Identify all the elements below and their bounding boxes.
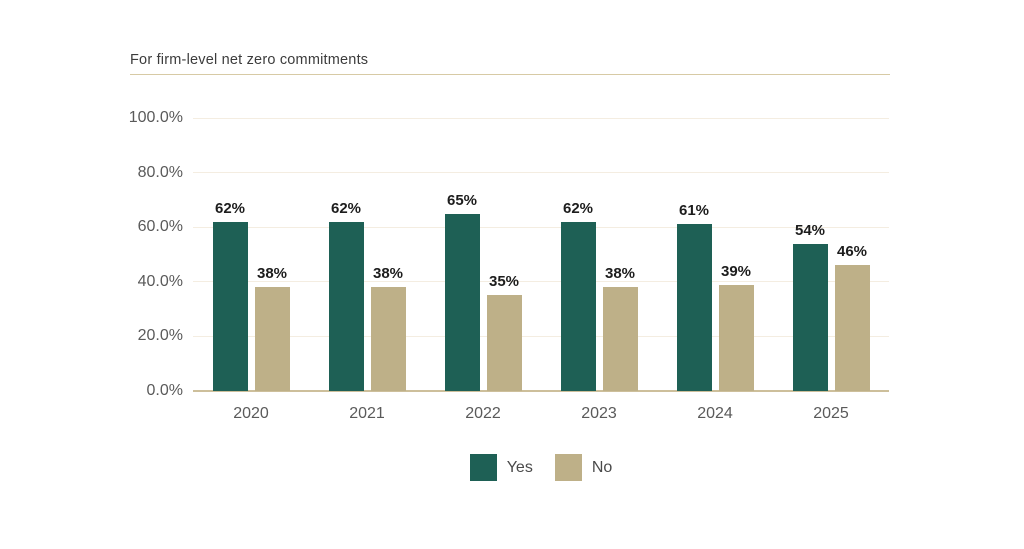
bar-yes <box>676 224 712 391</box>
data-label: 62% <box>562 199 594 217</box>
y-tick-label: 100.0% <box>128 109 183 126</box>
legend-label: No <box>591 458 613 476</box>
x-axis-line <box>193 390 889 392</box>
bar-column-yes: 62% <box>212 118 248 391</box>
x-tick-label: 2022 <box>465 405 501 422</box>
bar-column-no: 39% <box>718 118 754 391</box>
y-tick-label: 40.0% <box>137 272 183 290</box>
x-tick-label: 2021 <box>349 405 385 422</box>
gridline <box>193 226 889 228</box>
bar-column-yes: 65% <box>444 118 480 391</box>
bar-yes <box>328 221 364 391</box>
bar-column-no: 46% <box>834 118 870 391</box>
bar-yes <box>560 221 596 391</box>
bar-column-yes: 61% <box>676 118 712 391</box>
data-label: 62% <box>214 199 246 217</box>
legend: Yes No <box>193 454 889 481</box>
bar-no <box>370 287 406 391</box>
plot-area: 62% 38% 62% 38% 65% 35% 62% 38% 61% 39% 54% 46% <box>193 117 889 392</box>
data-label: 61% <box>678 202 710 220</box>
bar-column-yes: 62% <box>560 118 596 391</box>
y-axis-labels: 0.0% 20.0% 40.0% 60.0% 80.0% 100.0% <box>0 109 183 399</box>
bar-yes <box>212 221 248 391</box>
gridline <box>193 335 889 337</box>
bar-group: 65% 35% <box>425 118 541 391</box>
bar-no <box>486 295 522 391</box>
chart-title: For firm-level net zero commitments <box>130 52 369 68</box>
data-label: 38% <box>256 265 288 283</box>
gridline <box>193 117 889 119</box>
bar-group: 62% 38% <box>541 118 657 391</box>
bar-group: 62% 38% <box>193 118 309 391</box>
x-tick-label: 2024 <box>697 405 733 422</box>
legend-item-yes: Yes <box>469 454 533 481</box>
bar-column-no: 38% <box>370 118 406 391</box>
bar-no <box>834 265 870 391</box>
legend-swatch-no <box>554 454 582 481</box>
data-label: 39% <box>720 262 752 280</box>
y-tick-label: 80.0% <box>137 163 183 181</box>
bar-yes <box>444 213 480 391</box>
data-label: 46% <box>836 243 868 261</box>
data-label: 65% <box>446 191 478 209</box>
gridline <box>193 281 889 283</box>
data-label: 35% <box>488 273 520 291</box>
title-divider <box>130 74 890 75</box>
bar-no <box>602 287 638 391</box>
bar-group: 62% 38% <box>309 118 425 391</box>
x-tick-label: 2020 <box>233 405 269 422</box>
data-label: 38% <box>604 265 636 283</box>
legend-label: Yes <box>506 458 533 476</box>
bar-yes <box>792 243 828 391</box>
bar-column-no: 35% <box>486 118 522 391</box>
y-tick-label: 60.0% <box>137 218 183 236</box>
data-label: 38% <box>372 265 404 283</box>
x-tick-label: 2025 <box>813 405 849 422</box>
bar-no <box>718 284 754 391</box>
gridline <box>193 172 889 174</box>
bar-column-yes: 62% <box>328 118 364 391</box>
data-label: 62% <box>330 199 362 217</box>
bar-column-yes: 54% <box>792 118 828 391</box>
bar-no <box>254 287 290 391</box>
legend-item-no: No <box>554 454 613 481</box>
data-label: 54% <box>794 221 826 239</box>
y-tick-label: 20.0% <box>137 327 183 345</box>
bar-column-no: 38% <box>254 118 290 391</box>
bar-groups-container: 62% 38% 62% 38% 65% 35% 62% 38% 61% 39% 54% 46% <box>193 118 889 391</box>
y-tick-label: 0.0% <box>146 382 183 399</box>
bar-group: 61% 39% <box>657 118 773 391</box>
bar-column-no: 38% <box>602 118 638 391</box>
x-tick-label: 2023 <box>581 405 617 422</box>
bar-group: 54% 46% <box>773 118 889 391</box>
x-axis-labels: 2020 2021 2022 2023 2024 2025 <box>193 405 889 423</box>
legend-swatch-yes <box>469 454 497 481</box>
